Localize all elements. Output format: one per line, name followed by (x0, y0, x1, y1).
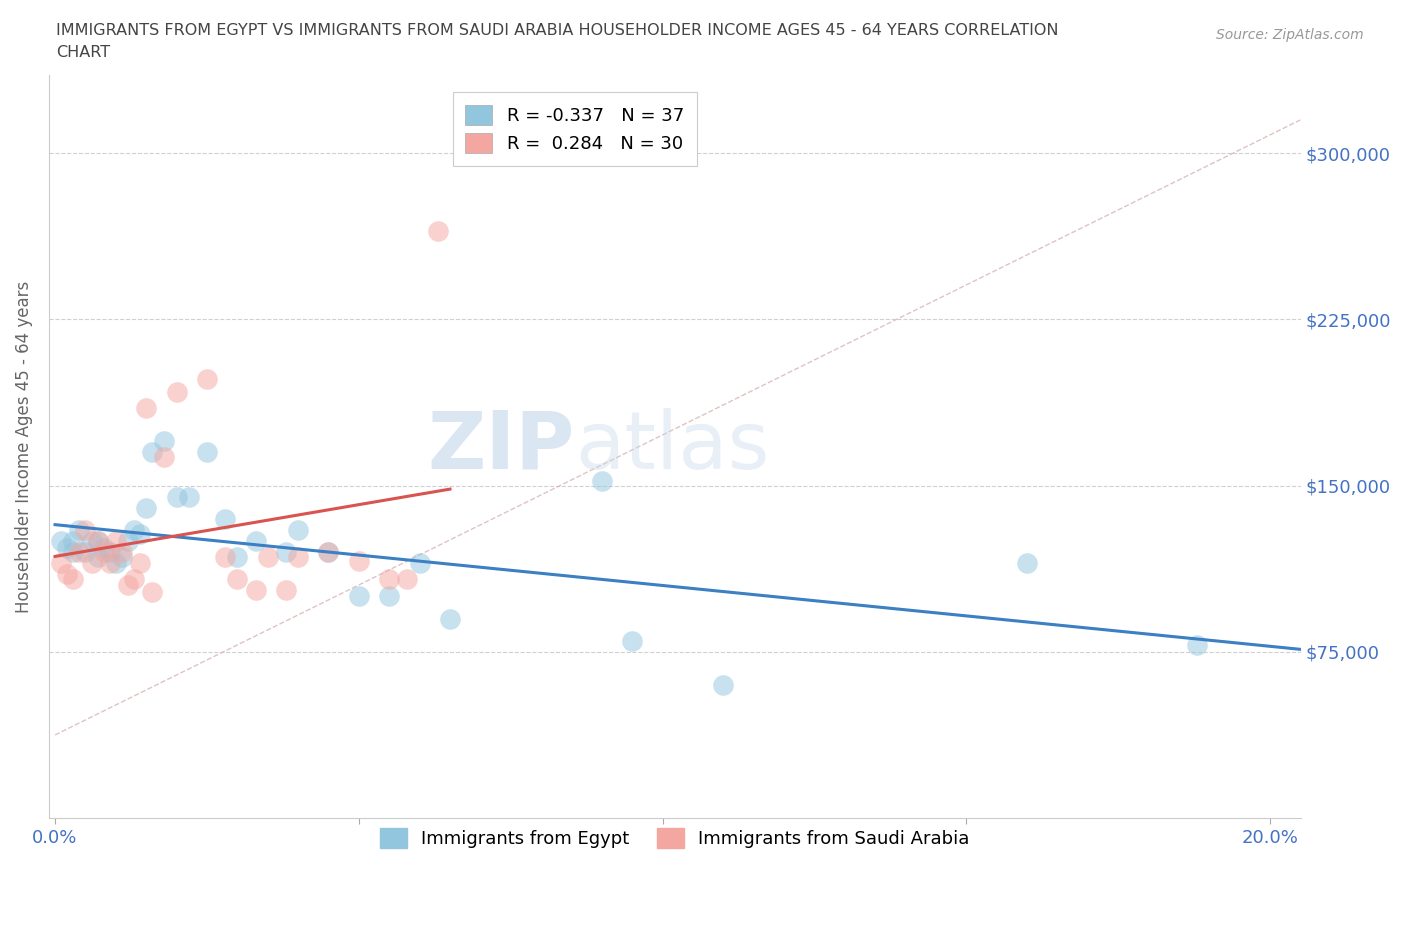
Point (287, 523, 309, 538)
Point (439, 611, 461, 626)
Point (80, 534, 103, 549)
Point (408, 556, 430, 571)
Point (86, 549, 108, 564)
Point (86, 534, 108, 549)
Point (378, 571, 401, 586)
Point (117, 534, 139, 549)
Point (98, 556, 121, 571)
Point (67, 545, 90, 560)
Point (195, 372, 218, 387)
Legend: Immigrants from Egypt, Immigrants from Saudi Arabia: Immigrants from Egypt, Immigrants from S… (367, 815, 983, 861)
Point (245, 582, 267, 597)
Point (713, 678, 735, 693)
Point (621, 633, 644, 648)
Point (135, 500, 157, 515)
Point (226, 549, 249, 564)
Point (153, 449, 176, 464)
Point (111, 549, 134, 564)
Point (591, 473, 613, 488)
Point (1017, 556, 1039, 571)
Point (1187, 638, 1209, 653)
Point (195, 445, 218, 459)
Point (226, 571, 249, 586)
Point (111, 545, 134, 560)
Point (378, 589, 401, 604)
Point (86, 534, 108, 549)
Point (56, 540, 79, 555)
Point (93, 545, 115, 560)
Point (318, 545, 340, 560)
Point (141, 445, 163, 459)
Y-axis label: Householder Income Ages 45 - 64 years: Householder Income Ages 45 - 64 years (15, 281, 32, 613)
Point (104, 556, 127, 571)
Text: Source: ZipAtlas.com: Source: ZipAtlas.com (1216, 28, 1364, 42)
Point (49, 534, 72, 549)
Point (153, 433, 176, 448)
Text: atlas: atlas (575, 407, 769, 485)
Point (214, 549, 236, 564)
Point (287, 549, 309, 564)
Point (177, 489, 200, 504)
Point (318, 545, 340, 560)
Point (62, 571, 84, 586)
Point (122, 571, 145, 586)
Point (98, 545, 121, 560)
Point (347, 589, 370, 604)
Point (75, 523, 97, 538)
Point (347, 553, 370, 568)
Point (93, 540, 115, 555)
Point (426, 223, 449, 238)
Text: IMMIGRANTS FROM EGYPT VS IMMIGRANTS FROM SAUDI ARABIA HOUSEHOLDER INCOME AGES 45: IMMIGRANTS FROM EGYPT VS IMMIGRANTS FROM… (56, 23, 1059, 38)
Point (129, 527, 152, 542)
Point (166, 489, 188, 504)
Point (274, 582, 297, 597)
Point (274, 545, 297, 560)
Text: CHART: CHART (56, 45, 110, 60)
Point (117, 578, 139, 592)
Point (122, 523, 145, 538)
Point (141, 585, 163, 600)
Point (214, 512, 236, 526)
Point (396, 571, 419, 586)
Point (80, 556, 103, 571)
Point (256, 549, 278, 564)
Text: ZIP: ZIP (427, 407, 575, 485)
Point (135, 401, 157, 416)
Point (56, 566, 79, 581)
Point (104, 534, 127, 549)
Point (245, 534, 267, 549)
Point (75, 545, 97, 560)
Point (62, 534, 84, 549)
Point (49, 556, 72, 571)
Point (62, 545, 84, 560)
Point (166, 385, 188, 400)
Point (129, 556, 152, 571)
Point (67, 523, 90, 538)
